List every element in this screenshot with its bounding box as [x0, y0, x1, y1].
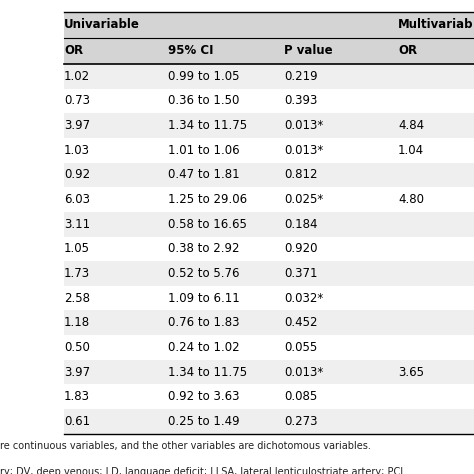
- Bar: [64, 360, 474, 384]
- Bar: [64, 286, 474, 310]
- Text: 0.25 to 1.49: 0.25 to 1.49: [168, 415, 240, 428]
- Bar: [64, 64, 474, 89]
- Text: 0.393: 0.393: [284, 94, 318, 108]
- Bar: [64, 187, 474, 212]
- Text: 0.812: 0.812: [284, 168, 318, 182]
- Text: 0.73: 0.73: [64, 94, 90, 108]
- Text: 1.09 to 6.11: 1.09 to 6.11: [168, 292, 240, 305]
- Text: 0.92: 0.92: [64, 168, 90, 182]
- Text: 4.84: 4.84: [398, 119, 424, 132]
- Text: 1.02: 1.02: [64, 70, 90, 83]
- Bar: [64, 163, 474, 187]
- Text: 0.50: 0.50: [64, 341, 90, 354]
- Text: 1.01 to 1.06: 1.01 to 1.06: [168, 144, 240, 157]
- Text: ry; DV, deep venous; LD, language deficit; LLSA, lateral lenticulostriate artery: ry; DV, deep venous; LD, language defici…: [0, 467, 403, 474]
- Text: 4.80: 4.80: [398, 193, 424, 206]
- Text: 3.97: 3.97: [64, 119, 90, 132]
- Text: 0.013*: 0.013*: [284, 119, 324, 132]
- Text: 0.24 to 1.02: 0.24 to 1.02: [168, 341, 240, 354]
- Text: 0.032*: 0.032*: [284, 292, 324, 305]
- Text: P value: P value: [284, 45, 333, 57]
- Text: 0.055: 0.055: [284, 341, 318, 354]
- Text: 1.83: 1.83: [64, 390, 90, 403]
- Text: OR: OR: [64, 45, 83, 57]
- Text: Multivariab: Multivariab: [398, 18, 474, 31]
- Text: 1.34 to 11.75: 1.34 to 11.75: [168, 119, 247, 132]
- Text: 3.11: 3.11: [64, 218, 90, 231]
- Bar: [64, 237, 474, 261]
- Text: 1.18: 1.18: [64, 316, 90, 329]
- Text: 6.03: 6.03: [64, 193, 90, 206]
- Text: 0.452: 0.452: [284, 316, 318, 329]
- Text: 0.52 to 5.76: 0.52 to 5.76: [168, 267, 240, 280]
- Bar: [64, 212, 474, 237]
- Text: 3.65: 3.65: [398, 365, 424, 379]
- Text: 1.34 to 11.75: 1.34 to 11.75: [168, 365, 247, 379]
- Text: 0.273: 0.273: [284, 415, 318, 428]
- Text: 1.05: 1.05: [64, 242, 90, 255]
- Bar: [64, 335, 474, 360]
- Text: 0.013*: 0.013*: [284, 144, 324, 157]
- Bar: [64, 409, 474, 434]
- Text: 0.92 to 3.63: 0.92 to 3.63: [168, 390, 240, 403]
- Text: Univariable: Univariable: [64, 18, 140, 31]
- Text: 2.58: 2.58: [64, 292, 90, 305]
- Bar: [64, 12, 474, 38]
- Text: 0.085: 0.085: [284, 390, 318, 403]
- Text: 0.184: 0.184: [284, 218, 318, 231]
- Text: re continuous variables, and the other variables are dichotomous variables.: re continuous variables, and the other v…: [0, 441, 371, 451]
- Text: 0.371: 0.371: [284, 267, 318, 280]
- Text: OR: OR: [398, 45, 417, 57]
- Text: 0.013*: 0.013*: [284, 365, 324, 379]
- Text: 0.47 to 1.81: 0.47 to 1.81: [168, 168, 240, 182]
- Text: 95% CI: 95% CI: [168, 45, 214, 57]
- Text: 1.03: 1.03: [64, 144, 90, 157]
- Text: 0.61: 0.61: [64, 415, 90, 428]
- Bar: [64, 138, 474, 163]
- Text: 0.38 to 2.92: 0.38 to 2.92: [168, 242, 240, 255]
- Text: 0.99 to 1.05: 0.99 to 1.05: [168, 70, 240, 83]
- Text: 1.73: 1.73: [64, 267, 90, 280]
- Text: 0.920: 0.920: [284, 242, 318, 255]
- Text: 1.25 to 29.06: 1.25 to 29.06: [168, 193, 247, 206]
- Text: 0.76 to 1.83: 0.76 to 1.83: [168, 316, 240, 329]
- Text: 0.58 to 16.65: 0.58 to 16.65: [168, 218, 247, 231]
- Text: 0.219: 0.219: [284, 70, 318, 83]
- Bar: [64, 310, 474, 335]
- Text: 3.97: 3.97: [64, 365, 90, 379]
- Bar: [64, 384, 474, 409]
- Text: 0.025*: 0.025*: [284, 193, 324, 206]
- Bar: [64, 89, 474, 113]
- Bar: [64, 38, 474, 64]
- Bar: [64, 113, 474, 138]
- Text: 1.04: 1.04: [398, 144, 424, 157]
- Text: 0.36 to 1.50: 0.36 to 1.50: [168, 94, 240, 108]
- Bar: [64, 261, 474, 286]
